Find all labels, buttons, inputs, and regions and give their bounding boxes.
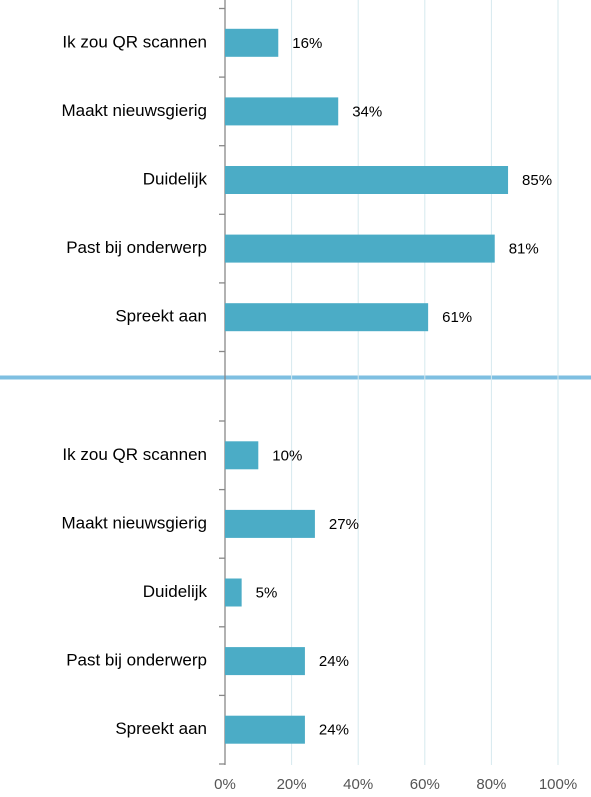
bar	[225, 509, 315, 538]
value-label: 85%	[522, 172, 552, 189]
divider	[0, 375, 591, 380]
bar	[225, 441, 259, 470]
value-label: 24%	[319, 653, 349, 670]
category-label: Duidelijk	[143, 169, 208, 188]
x-tick-label: 100%	[539, 776, 577, 793]
category-label: Past bij onderwerp	[66, 238, 207, 257]
bar	[225, 647, 305, 676]
category-label: Maakt nieuwsgierig	[61, 101, 207, 120]
category-label: Duidelijk	[143, 582, 208, 601]
bar	[225, 303, 429, 332]
value-label: 16%	[292, 35, 322, 52]
category-label: Spreekt aan	[115, 307, 207, 326]
value-label: 5%	[256, 584, 278, 601]
bar	[225, 28, 279, 57]
value-label: 24%	[319, 722, 349, 739]
x-tick-label: 60%	[410, 776, 440, 793]
bar	[225, 578, 242, 607]
value-label: 34%	[352, 103, 382, 120]
category-label: Ik zou QR scannen	[62, 445, 207, 464]
x-tick-label: 40%	[343, 776, 373, 793]
x-tick-label: 20%	[277, 776, 307, 793]
category-label: Spreekt aan	[115, 719, 207, 738]
category-label: Past bij onderwerp	[66, 651, 207, 670]
bar	[225, 234, 495, 263]
x-tick-label: 0%	[214, 776, 236, 793]
value-label: 10%	[272, 447, 302, 464]
value-label: 81%	[509, 241, 539, 258]
value-label: 27%	[329, 516, 359, 533]
bar	[225, 97, 339, 126]
bar	[225, 166, 509, 194]
category-label: Ik zou QR scannen	[62, 32, 207, 51]
value-label: 61%	[442, 309, 472, 326]
category-label: Maakt nieuwsgierig	[61, 513, 207, 532]
bar	[225, 715, 305, 744]
x-tick-label: 80%	[476, 776, 506, 793]
